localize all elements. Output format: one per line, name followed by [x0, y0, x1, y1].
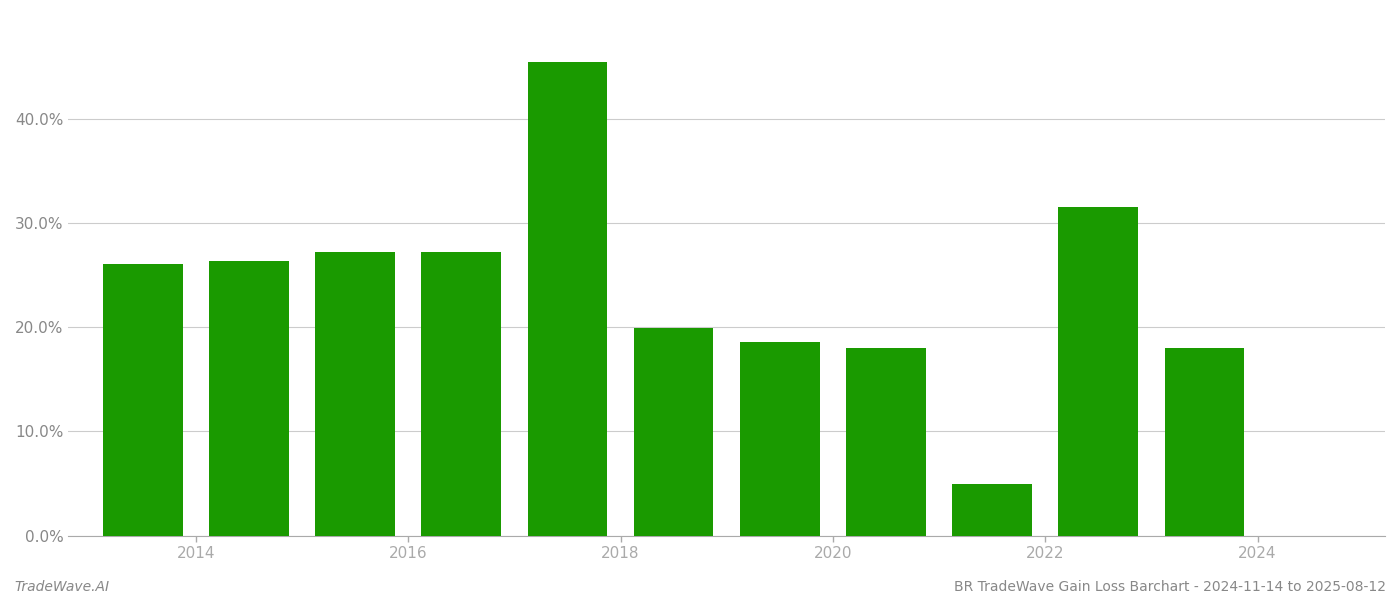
Bar [634, 328, 714, 536]
Bar [209, 261, 288, 536]
Text: TradeWave.AI: TradeWave.AI [14, 580, 109, 594]
Text: BR TradeWave Gain Loss Barchart - 2024-11-14 to 2025-08-12: BR TradeWave Gain Loss Barchart - 2024-1… [953, 580, 1386, 594]
Bar [1058, 206, 1138, 536]
Bar [315, 253, 395, 536]
Bar [1165, 348, 1245, 536]
Bar [421, 253, 501, 536]
Bar [102, 264, 182, 536]
Bar [846, 348, 925, 536]
Bar [741, 342, 819, 536]
Bar [952, 484, 1032, 536]
Bar [528, 62, 608, 536]
